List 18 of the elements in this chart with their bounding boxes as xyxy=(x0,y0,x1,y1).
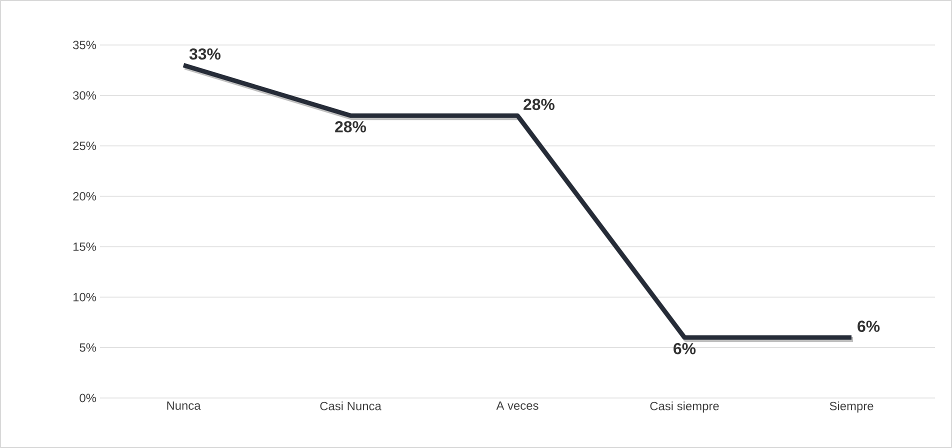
data-label: 28% xyxy=(335,121,366,132)
y-tick-label: 5% xyxy=(80,343,96,352)
y-tick-label: 15% xyxy=(73,242,96,251)
x-tick-label: Casi siempre xyxy=(650,402,719,413)
data-label: 6% xyxy=(858,320,880,332)
x-tick-label: Casi Nunca xyxy=(320,402,382,410)
data-label: 6% xyxy=(674,342,696,354)
x-tick-label: A veces xyxy=(496,402,538,410)
data-label: 33% xyxy=(189,48,221,60)
data-label: 28% xyxy=(524,98,555,110)
x-tick-label: Nunca xyxy=(167,402,201,410)
x-tick-label: Siempre xyxy=(830,402,874,413)
y-tick-label: 35% xyxy=(73,40,96,50)
y-tick-label: 20% xyxy=(73,192,96,200)
y-tick-label: 0% xyxy=(80,394,96,402)
y-tick-label: 25% xyxy=(73,142,96,150)
y-tick-label: 10% xyxy=(73,292,96,302)
y-tick-label: 30% xyxy=(73,91,96,100)
